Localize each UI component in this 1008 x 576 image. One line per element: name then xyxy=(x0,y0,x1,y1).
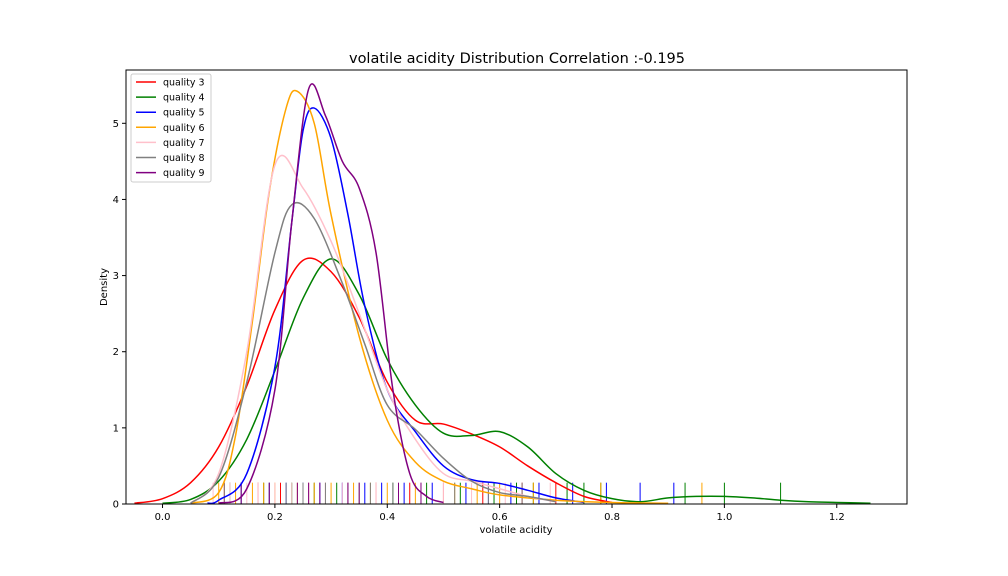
x-tick-label: 0.4 xyxy=(379,512,395,523)
x-tick-label: 1.2 xyxy=(829,512,845,523)
rug-layer xyxy=(212,482,782,504)
series-line-quality-7 xyxy=(190,154,556,504)
x-tick-label: 0.0 xyxy=(155,512,171,523)
legend-label: quality 3 xyxy=(163,78,205,89)
plot-frame xyxy=(125,69,908,505)
series-layer xyxy=(134,83,871,505)
y-tick-label: 3 xyxy=(113,271,119,282)
x-tick-label: 0.2 xyxy=(267,512,283,523)
series-line-quality-6 xyxy=(190,89,669,504)
y-tick-label: 1 xyxy=(113,423,119,434)
y-tick-label: 0 xyxy=(113,500,119,511)
x-axis-label: volatile acidity xyxy=(479,525,552,536)
x-tick-label: 0.6 xyxy=(492,512,508,523)
legend: quality 3 quality 4 quality 5 quality 6 qual… xyxy=(130,73,212,183)
series-line-quality-9 xyxy=(218,83,444,504)
series-line-quality-8 xyxy=(190,201,556,504)
series-line-quality-4 xyxy=(162,258,871,504)
y-tick-label: 4 xyxy=(113,195,119,206)
legend-box xyxy=(130,73,212,183)
legend-label: quality 9 xyxy=(163,168,205,179)
legend-label: quality 4 xyxy=(163,93,205,104)
legend-label: quality 8 xyxy=(163,153,205,164)
y-axis-label: Density xyxy=(99,268,110,306)
x-tick-label: 1.0 xyxy=(716,512,732,523)
series-line-quality-5 xyxy=(207,107,585,505)
y-tick-label: 2 xyxy=(113,347,119,358)
x-axis-ticks: 0.0 0.2 0.4 0.6 0.8 1.0 1.2 xyxy=(155,504,845,523)
chart-title: volatile acidity Distribution Correlatio… xyxy=(349,51,685,67)
legend-label: quality 7 xyxy=(163,138,205,149)
x-tick-label: 0.8 xyxy=(604,512,620,523)
legend-label: quality 5 xyxy=(163,108,205,119)
y-axis-ticks: 0 1 2 3 4 5 xyxy=(113,119,126,511)
y-tick-label: 5 xyxy=(113,119,119,130)
series-line-quality-3 xyxy=(134,257,613,504)
legend-label: quality 6 xyxy=(163,123,205,134)
